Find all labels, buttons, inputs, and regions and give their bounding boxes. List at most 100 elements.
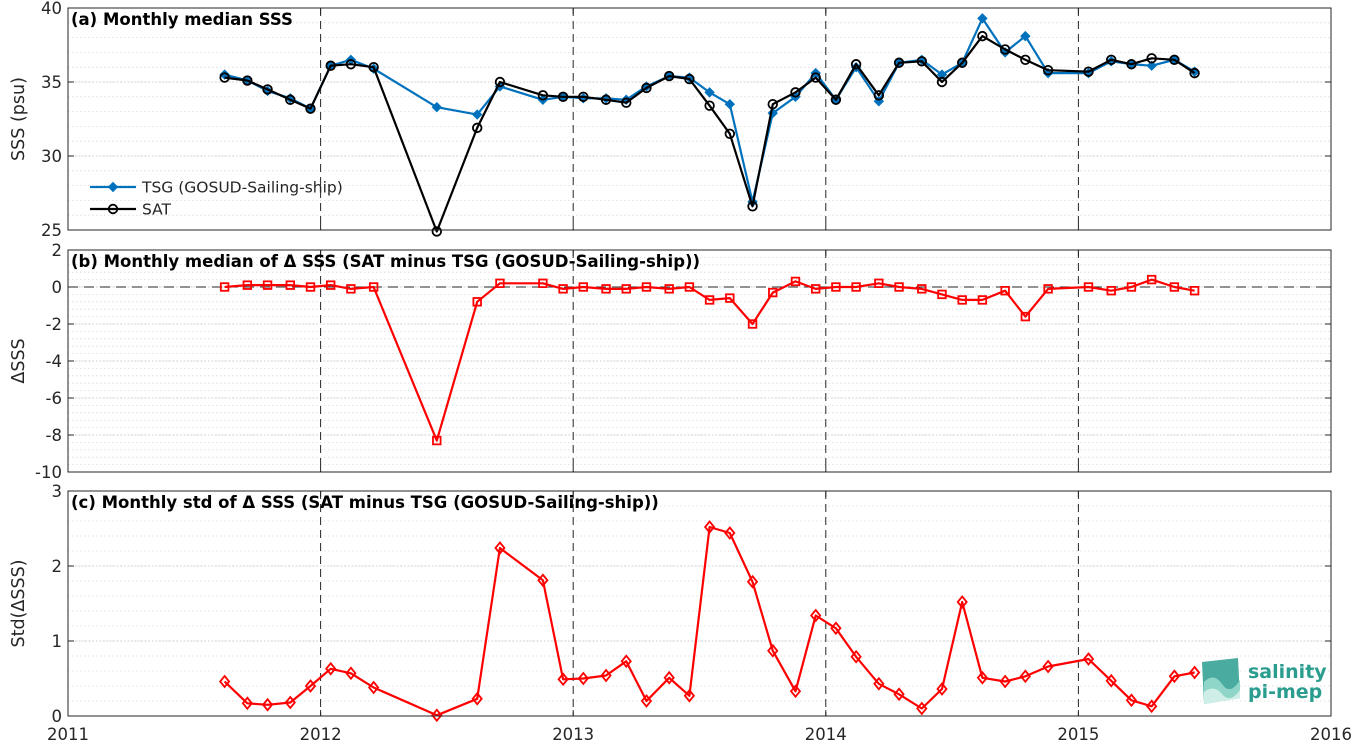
data-point: [851, 282, 861, 292]
data-point: [704, 295, 715, 305]
data-point: [916, 56, 927, 67]
data-point: [600, 94, 612, 105]
salinity-pimep-logo: salinity pi-mep: [1202, 658, 1327, 704]
logo-line2: pi-mep: [1248, 681, 1322, 703]
series-0: [218, 520, 1201, 723]
data-point: [850, 649, 862, 664]
data-point: [261, 697, 274, 712]
panel-b: -10 -8 -6 -4 -2 0 2 (b) Monthly median of Δ SSS…: [9, 241, 1332, 482]
data-point: [1126, 59, 1137, 70]
data-point: [326, 280, 336, 290]
data-point: [1145, 699, 1158, 714]
data-point: [894, 282, 904, 292]
data-point: [916, 701, 928, 716]
data-point: [641, 282, 652, 292]
data-point: [768, 287, 778, 298]
data-point: [874, 278, 884, 288]
axes-box: [67, 490, 1332, 717]
legend: TSG (GOSUD-Sailing-ship) SAT: [90, 179, 343, 219]
data-point: [325, 661, 337, 676]
data-point: [1043, 284, 1053, 294]
data-point: [747, 201, 758, 212]
y-tick-label: 0: [52, 278, 63, 297]
series-1: [219, 30, 1200, 237]
data-point: [873, 90, 885, 101]
data-point: [1106, 285, 1116, 296]
data-point: [472, 297, 482, 307]
data-point: [976, 670, 989, 685]
data-point: [431, 226, 442, 237]
x-tick-label: 2012: [300, 725, 342, 744]
data-point: [431, 101, 443, 113]
data-point: [1042, 64, 1054, 76]
data-point: [936, 69, 948, 80]
data-point: [262, 84, 273, 95]
data-point: [218, 674, 231, 689]
data-point: [724, 128, 736, 140]
data-point: [893, 687, 905, 702]
data-point: [1168, 669, 1181, 684]
data-point: [664, 284, 674, 294]
data-point: [219, 72, 230, 83]
data-point: [346, 284, 356, 294]
data-point: [1105, 673, 1117, 688]
y-axis-label: SSS (psu): [9, 77, 29, 161]
data-point: [1083, 66, 1094, 77]
data-point: [432, 435, 442, 446]
data-point: [724, 526, 736, 540]
data-point: [621, 284, 631, 294]
data-point: [683, 688, 696, 703]
data-point: [305, 103, 316, 114]
data-point: [284, 695, 296, 710]
data-point: [304, 679, 317, 693]
data-point: [1146, 53, 1157, 64]
data-point: [977, 13, 988, 24]
data-point: [325, 60, 336, 71]
data-point: [262, 280, 273, 290]
y-tick-label: -8: [46, 426, 62, 445]
panel-title: (a) Monthly median SSS: [71, 10, 293, 29]
data-point: [1020, 30, 1031, 42]
y-tick-label: 40: [41, 0, 62, 18]
data-point: [557, 672, 569, 687]
data-point: [538, 278, 548, 288]
data-point: [431, 708, 443, 723]
y-tick-label: 25: [41, 221, 62, 240]
data-point: [703, 520, 716, 534]
data-point: [957, 57, 968, 68]
data-point: [640, 694, 653, 708]
data-point: [578, 91, 589, 103]
data-point: [345, 59, 357, 70]
data-point: [345, 666, 357, 681]
data-point: [1169, 54, 1180, 66]
y-axis-label: Std(ΔSSS): [9, 559, 29, 647]
data-point: [1042, 67, 1054, 79]
data-point: [684, 73, 695, 85]
data-point: [285, 280, 295, 290]
y-tick-label: 3: [52, 482, 63, 501]
data-point: [285, 94, 296, 105]
data-point: [600, 668, 612, 683]
data-point: [1146, 274, 1157, 285]
x-tick-label: 2014: [805, 725, 847, 744]
data-point: [810, 608, 822, 623]
y-tick-label: -6: [46, 389, 62, 408]
data-point: [1000, 285, 1010, 296]
data-point: [704, 100, 715, 111]
data-point: [368, 61, 379, 73]
series-0: [219, 274, 1200, 446]
data-point: [1019, 669, 1032, 684]
data-point: [1042, 659, 1054, 674]
logo-line1: salinity: [1248, 661, 1327, 683]
panel-title: (b) Monthly median of Δ SSS (SAT minus T…: [71, 252, 700, 271]
data-point: [1082, 652, 1095, 666]
data-point: [1169, 282, 1180, 292]
data-point: [494, 76, 506, 88]
x-tick-label: 2016: [1310, 725, 1352, 744]
data-point: [537, 90, 549, 101]
data-point: [663, 670, 675, 685]
legend-label: SAT: [142, 201, 172, 219]
data-point: [495, 278, 505, 288]
y-tick-label: 2: [52, 557, 63, 576]
